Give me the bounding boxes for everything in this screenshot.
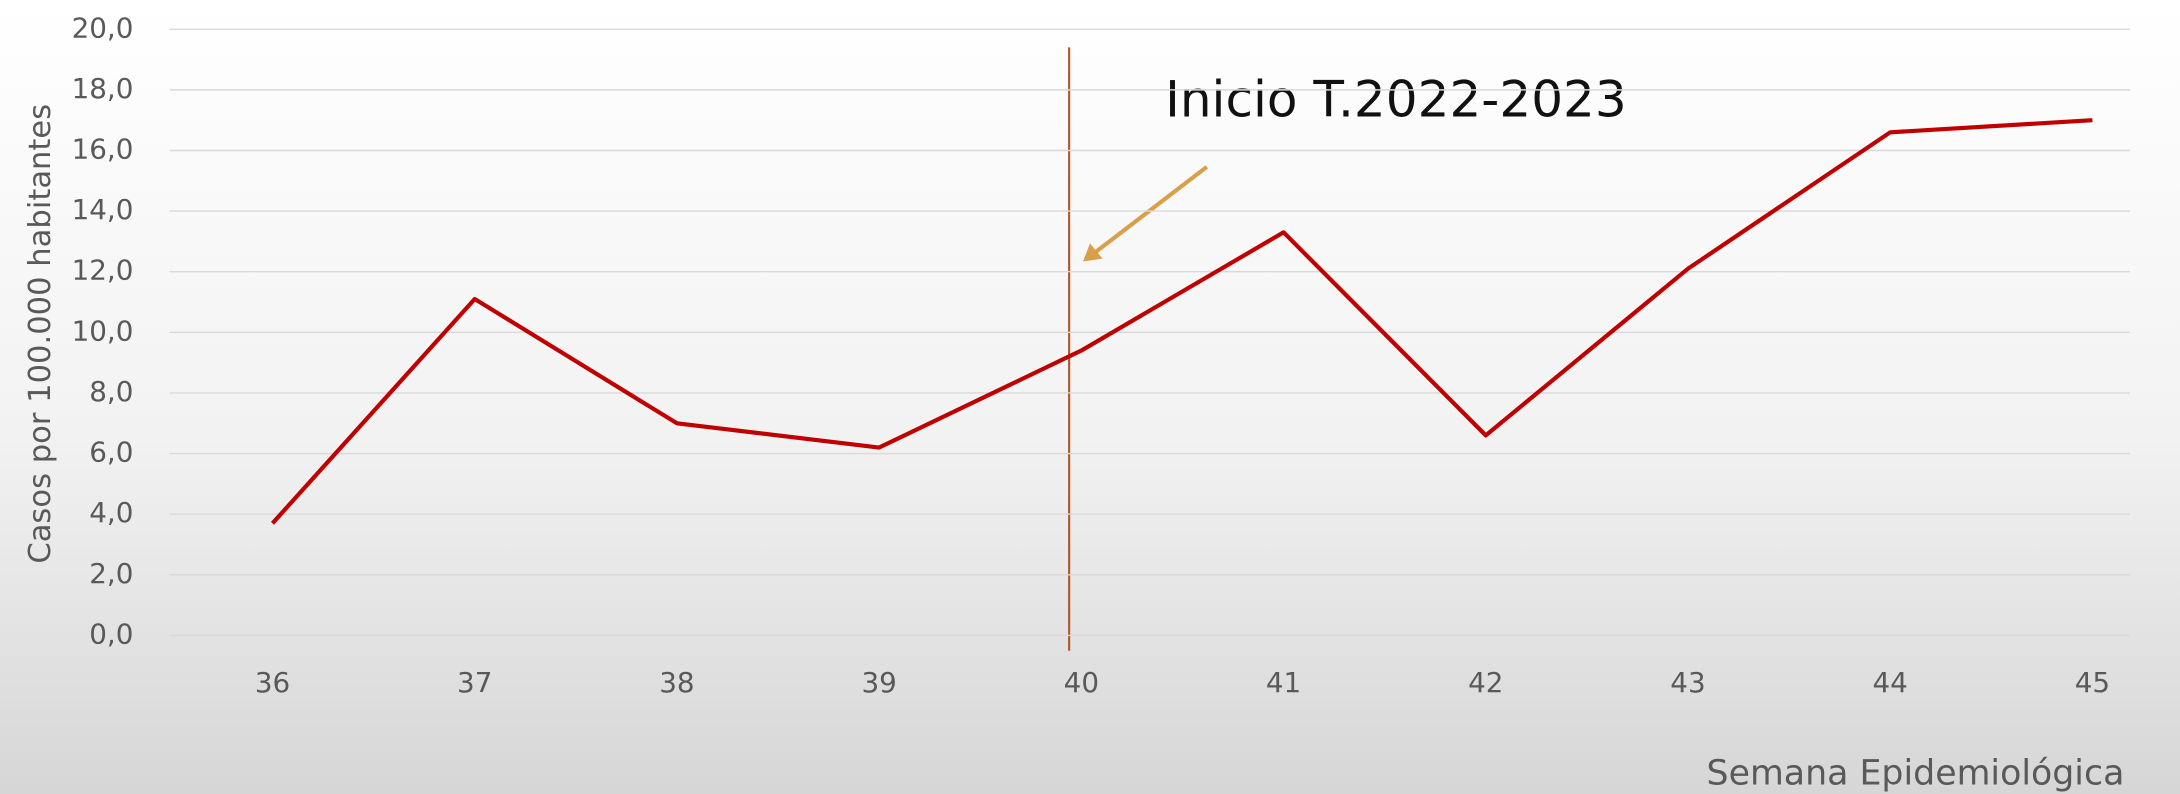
y-tick-label: 14,0 xyxy=(72,193,134,226)
x-tick-label: 41 xyxy=(1266,666,1301,699)
annotation-arrowhead xyxy=(1083,243,1103,262)
x-tick-label: 42 xyxy=(1468,666,1503,699)
x-tick-label: 36 xyxy=(255,666,290,699)
y-tick-label: 10,0 xyxy=(72,314,134,347)
x-tick-label: 40 xyxy=(1064,666,1099,699)
x-axis-title: Semana Epidemiológica xyxy=(1707,753,2125,793)
y-tick-label: 16,0 xyxy=(72,132,134,165)
y-tick-label: 8,0 xyxy=(89,375,133,408)
y-tick-label: 18,0 xyxy=(72,72,134,105)
x-tick-label: 44 xyxy=(1873,666,1908,699)
y-tick-label: 4,0 xyxy=(89,496,133,529)
x-tick-label: 39 xyxy=(861,666,896,699)
x-tick-label: 37 xyxy=(457,666,492,699)
x-tick-label: 38 xyxy=(659,666,694,699)
y-axis-title: Casos por 100.000 habitantes xyxy=(23,104,58,564)
y-tick-label: 6,0 xyxy=(89,436,133,469)
y-tick-label: 0,0 xyxy=(89,617,133,650)
y-tick-label: 20,0 xyxy=(72,11,134,44)
y-tick-label: 12,0 xyxy=(72,254,134,287)
data-line xyxy=(270,118,2093,525)
annotation-arrow xyxy=(1092,165,1209,255)
annotation: Inicio T.2022-2023 xyxy=(1165,70,1627,128)
y-tick-label: 2,0 xyxy=(89,557,133,590)
x-tick-label: 43 xyxy=(1670,666,1705,699)
x-tick-label: 45 xyxy=(2075,666,2110,699)
